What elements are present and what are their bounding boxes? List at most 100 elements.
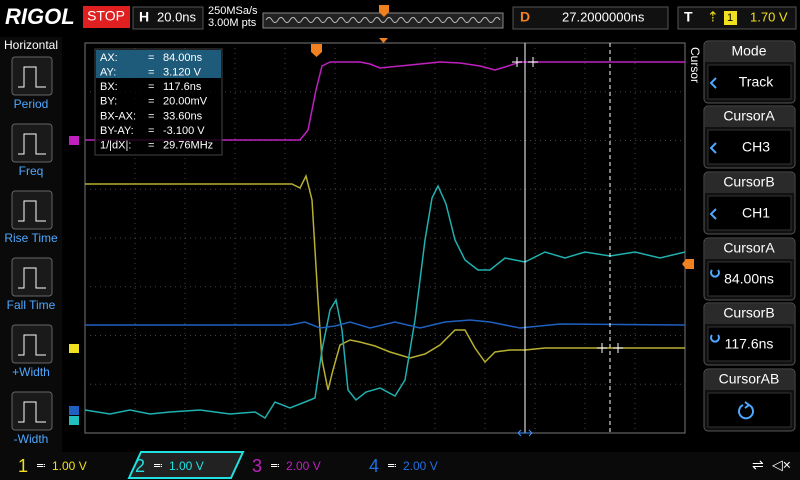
softkey-value: 117.6ns bbox=[725, 336, 774, 352]
softkey-title: CursorA bbox=[723, 108, 775, 124]
readout-cell: = bbox=[148, 81, 154, 93]
channel-number: 3 bbox=[252, 456, 262, 476]
delay-label: D bbox=[520, 9, 530, 25]
softkey-icon bbox=[710, 334, 720, 343]
ch1-marker bbox=[69, 344, 79, 353]
status-box[interactable] bbox=[83, 6, 130, 28]
readout-cell: BX: bbox=[100, 81, 118, 93]
menu-label: +Width bbox=[12, 365, 50, 379]
softkey-body bbox=[707, 392, 792, 428]
menu-icon bbox=[18, 66, 46, 88]
channel-active[interactable] bbox=[127, 451, 245, 479]
cursor-a-cross bbox=[512, 57, 538, 67]
readout-cell: 20.00mV bbox=[163, 96, 208, 108]
readout-cell: = bbox=[148, 96, 154, 108]
readout-cell: AY: bbox=[100, 67, 116, 79]
delay: 27.2000000ns bbox=[562, 9, 645, 24]
menu-button[interactable] bbox=[11, 257, 53, 297]
softkey-title: Mode bbox=[731, 43, 766, 59]
menu-label: Freq bbox=[19, 164, 44, 178]
menu-button[interactable] bbox=[11, 123, 53, 163]
channel-number: 1 bbox=[18, 456, 28, 476]
left-menu bbox=[0, 37, 62, 452]
readout-cell: 33.60ns bbox=[163, 110, 203, 122]
memory-trigger bbox=[379, 5, 389, 17]
left-menu-title: Horizontal bbox=[4, 38, 58, 52]
readout-cell: 1/|dX|: bbox=[100, 140, 131, 152]
cursor-a-arrow bbox=[517, 429, 533, 437]
menu-button[interactable] bbox=[11, 190, 53, 230]
channel-scale: 2.00 V bbox=[286, 459, 321, 473]
softkey-header bbox=[705, 107, 794, 127]
softkey-body bbox=[707, 129, 792, 165]
softkey-icon bbox=[709, 142, 717, 154]
bottom-bar bbox=[0, 452, 800, 480]
menu-label: -Width bbox=[14, 432, 49, 446]
softkey-header bbox=[705, 42, 794, 62]
trigger-level: 1.70 V bbox=[750, 9, 788, 24]
readout-cell: AX: bbox=[100, 52, 118, 64]
readout-rows: AX: = 84.00ns AY: = 3.120 V BX: = 117.6ns BY: = 20.… bbox=[100, 52, 213, 152]
menu-button[interactable] bbox=[11, 324, 53, 364]
brand: RIGOL bbox=[5, 4, 75, 29]
channel-coupling: ≕ bbox=[387, 461, 397, 472]
readout-cell: BY-AY: bbox=[100, 125, 134, 137]
timebase-box[interactable] bbox=[132, 6, 204, 30]
readout-cell: -3.100 V bbox=[163, 125, 205, 137]
center-marker bbox=[379, 38, 388, 43]
softkey-value: CH3 bbox=[742, 139, 770, 155]
cursor-a-highlight bbox=[96, 50, 221, 78]
usb-icon: ⇌ bbox=[752, 457, 764, 473]
right-menu-label: Cursor bbox=[688, 47, 702, 83]
readout-cell: BX-AX: bbox=[100, 110, 136, 122]
ch2-trace bbox=[84, 184, 686, 420]
readout-cell: 117.6ns bbox=[163, 81, 202, 93]
softkey-title: CursorB bbox=[723, 305, 774, 321]
readout-cell: 29.76MHz bbox=[163, 140, 213, 152]
memory-wave bbox=[265, 17, 501, 23]
trigger-label: T bbox=[684, 9, 693, 25]
softkey-title: CursorAB bbox=[719, 371, 780, 387]
readout-cell: = bbox=[148, 140, 154, 152]
menu-icon bbox=[18, 401, 46, 423]
channel-number: 2 bbox=[135, 456, 145, 476]
trigger-edge: ⇡ bbox=[707, 9, 719, 25]
ch4-trace bbox=[85, 319, 686, 329]
readout-cell: 3.120 V bbox=[163, 67, 202, 79]
sound-icon: ◁× bbox=[772, 457, 791, 473]
softkey-header bbox=[705, 370, 794, 390]
timebase-label: H bbox=[139, 9, 149, 25]
channel-coupling: ≕ bbox=[270, 461, 280, 472]
ch1-trace bbox=[85, 173, 685, 391]
softkey-icon bbox=[738, 401, 754, 420]
menu-label: Fall Time bbox=[7, 298, 56, 312]
channel-number: 4 bbox=[369, 456, 379, 476]
menu-button[interactable] bbox=[11, 56, 53, 96]
menu-icon bbox=[18, 200, 46, 222]
readout-cell: = bbox=[148, 67, 154, 79]
ch2-marker bbox=[69, 416, 79, 425]
channel-bar: 1 ≕ 1.00 V 2 ≕ 1.00 V 3 ≕ 2.00 V 4 ≕ 2.00 V bbox=[18, 451, 438, 479]
softkey-body bbox=[707, 261, 792, 297]
readout-cell: 84.00ns bbox=[163, 52, 203, 64]
softkey-icon bbox=[709, 208, 717, 220]
ch4-marker bbox=[69, 406, 79, 415]
ch3-marker bbox=[69, 136, 79, 145]
right-items: Mode Track CursorA CH3 CursorB CH1 CursorA 84.0… bbox=[703, 40, 796, 432]
softkey-body bbox=[707, 326, 792, 362]
status: STOP bbox=[87, 8, 125, 24]
readout-cell: = bbox=[148, 125, 154, 137]
softkey-value: 84.00ns bbox=[724, 271, 774, 287]
softkey-icon bbox=[709, 77, 717, 89]
delay-box[interactable] bbox=[512, 6, 669, 30]
softkey-header bbox=[705, 304, 794, 324]
softkey-icon bbox=[710, 269, 720, 278]
left-items: Period Freq Rise Time Fall Time +Width -Width bbox=[4, 56, 58, 446]
readout-cell: = bbox=[148, 52, 154, 64]
menu-button[interactable] bbox=[11, 391, 53, 431]
memory-depth: 3.00M pts bbox=[208, 17, 257, 29]
readout-cell: BY: bbox=[100, 96, 117, 108]
menu-icon bbox=[18, 267, 46, 289]
channel-scale: 1.00 V bbox=[169, 459, 204, 473]
softkey-value: Track bbox=[739, 74, 774, 90]
